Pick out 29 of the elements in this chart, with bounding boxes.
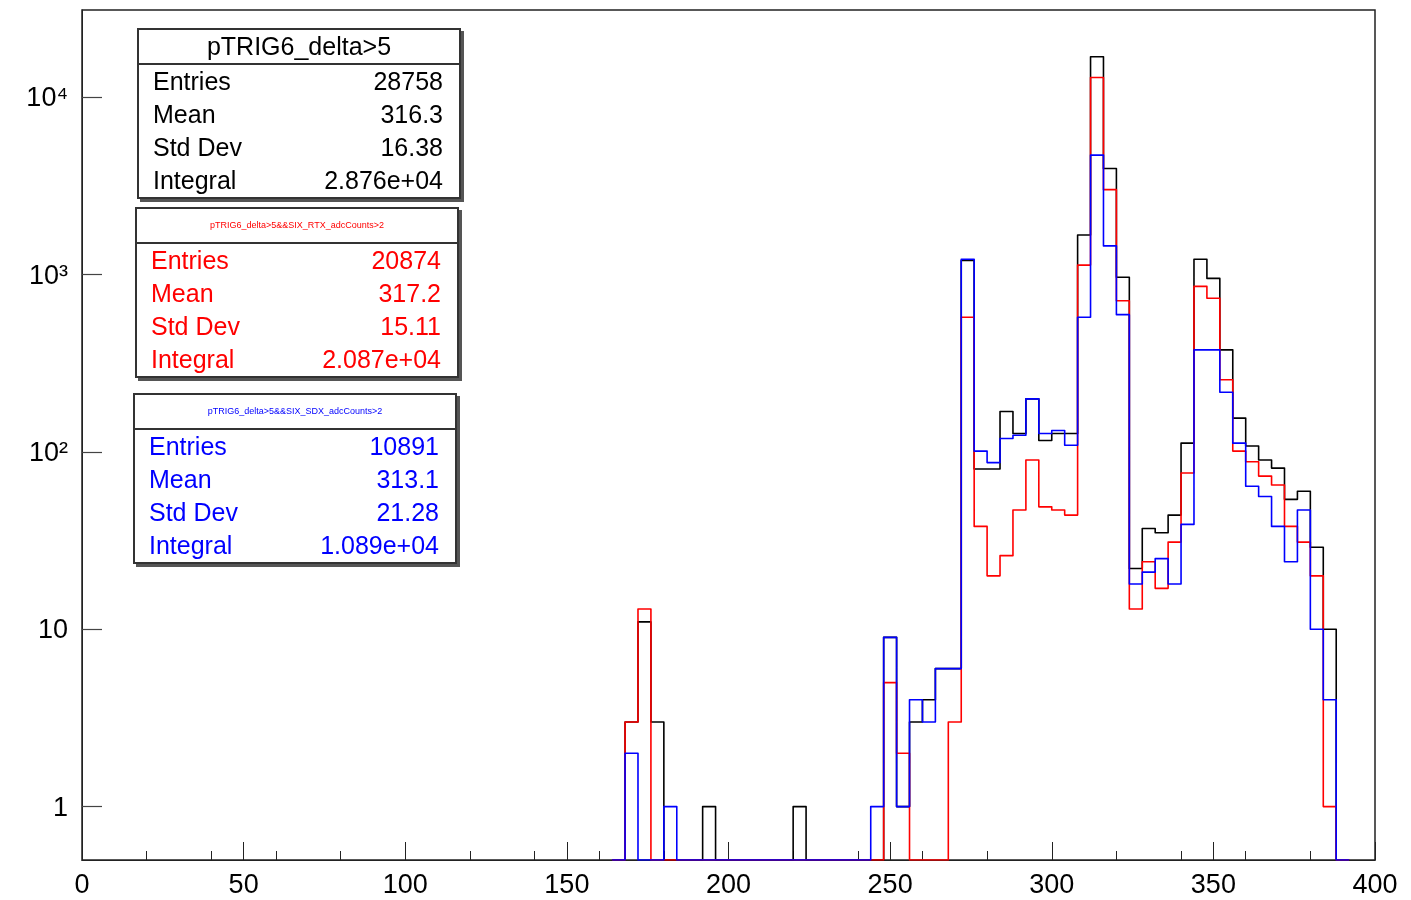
y-tick-label: 10² [28,436,68,467]
x-tick-label: 400 [1352,868,1398,899]
text: Entries 20874 [151,246,441,274]
text: pTRIG6_delta>5&&SIX_RTX_adcCounts>2 [137,209,457,244]
text: Std Dev 15.11 [151,312,441,340]
y-tick-label: 1 [52,791,68,822]
x-tick-label: 150 [544,868,590,899]
text: Mean 313.1 [149,465,439,493]
x-tick-label: 300 [1029,868,1075,899]
text: Integral 2.087e+04 [151,345,441,373]
text: Mean 316.3 [153,100,443,128]
text: pTRIG6_delta>5 [139,30,459,65]
text: pTRIG6_delta>5&&SIX_SDX_adcCounts>2 [135,395,455,430]
x-tick-label: 350 [1190,868,1236,899]
x-tick-label: 200 [705,868,752,899]
text: Mean 317.2 [151,279,441,307]
x-tick-label: 100 [382,868,428,899]
y-tick-label: 10³ [28,259,68,290]
text: Entries 28758 [153,67,443,95]
text: Std Dev 21.28 [149,498,439,526]
y-tick-label: 10⁴ [26,82,68,113]
x-tick-label: 0 [74,868,90,899]
y-tick-label: 10 [37,614,68,645]
text: Entries 10891 [149,432,439,460]
text: Integral 1.089e+04 [149,531,439,559]
x-tick-label: 250 [867,868,913,899]
text: Std Dev 16.38 [153,133,443,161]
x-tick-label: 50 [228,868,259,899]
text: Integral 2.876e+04 [153,166,443,194]
